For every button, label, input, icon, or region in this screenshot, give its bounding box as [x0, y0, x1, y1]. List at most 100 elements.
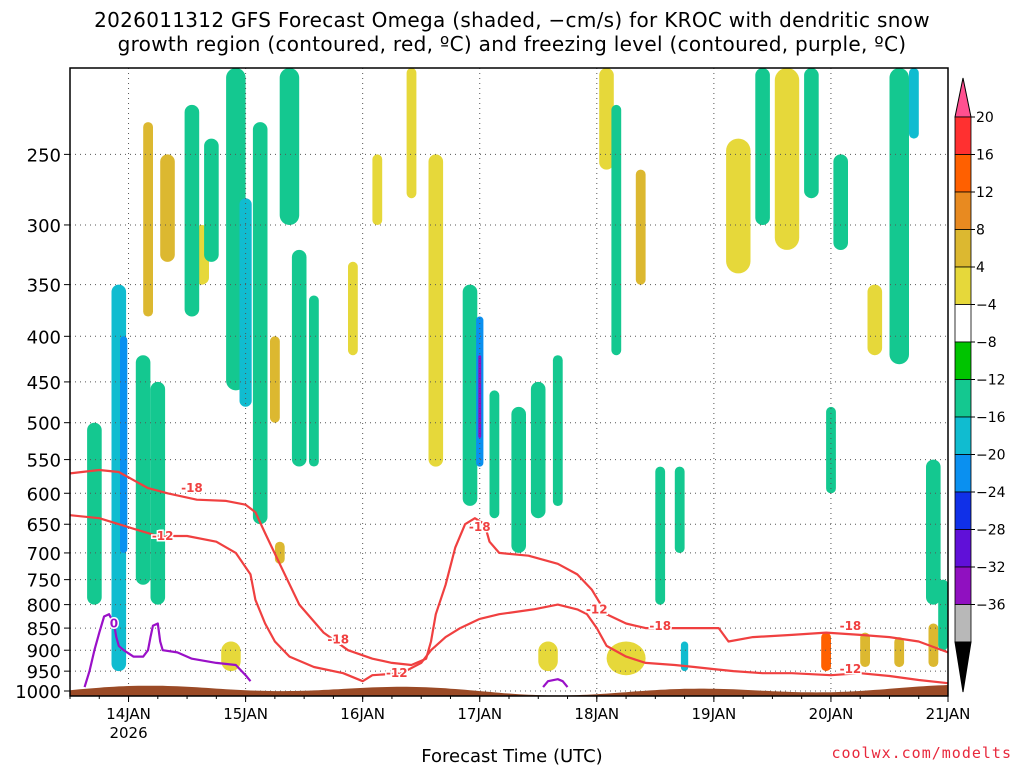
sinking-omega-band [755, 68, 770, 225]
sinking-omega-band [239, 198, 252, 407]
rising-omega-band [635, 169, 646, 285]
sinking-omega-band [184, 104, 200, 317]
colorbar-label: −28 [976, 523, 1006, 539]
colorbar-label: 12 [976, 185, 994, 201]
chart-title-line1: 2026011312 GFS Forecast Omega (shaded, −… [94, 8, 930, 32]
freezing-contour [542, 678, 569, 688]
sinking-omega-band [204, 138, 219, 262]
colorbar-segment [954, 266, 972, 305]
rising-omega-band [599, 68, 614, 170]
rising-omega-band [538, 641, 558, 672]
omega-shading [87, 68, 948, 676]
ground-terrain [70, 685, 948, 696]
y-tick-label: 450 [27, 373, 61, 394]
rising-omega-band [143, 122, 153, 317]
sinking-omega-band [833, 154, 848, 250]
rising-omega-band [372, 154, 383, 225]
y-tick-label: 800 [27, 596, 61, 617]
colorbar-segment [954, 341, 972, 380]
colorbar-segment [954, 116, 972, 155]
contours: -18 -12 -18 -12 -18 -12 -18 -18 -12 0 [69, 468, 949, 688]
dendritic-contour [69, 468, 949, 667]
colorbar-label: 8 [976, 223, 985, 239]
x-tick-year-label: 2026 [109, 724, 147, 742]
colorbar-segment [954, 154, 972, 193]
colorbar-segment [954, 379, 972, 418]
x-tick-label: 14JAN [106, 705, 151, 723]
y-tick-label: 950 [27, 662, 61, 683]
colorbar-segment [954, 304, 972, 343]
x-axis-label: Forecast Time (UTC) [421, 746, 603, 767]
sinking-omega-band [826, 406, 836, 494]
x-tick-label: 19JAN [691, 705, 736, 723]
colorbar: 20 16 12 8 4 −4 −8 −12 −16 −20 −24 −28 −32 −36 [954, 77, 1006, 693]
y-tick-label: 400 [27, 327, 61, 348]
y-tick-label: 650 [27, 515, 61, 536]
colorbar-label: −24 [976, 485, 1006, 501]
x-tick-label: 16JAN [340, 705, 385, 723]
sinking-omega-band [279, 68, 300, 225]
sinking-omega-band [804, 68, 819, 199]
rising-omega-band [774, 68, 800, 250]
sinking-omega-band [252, 122, 268, 525]
sinking-omega-band [489, 390, 500, 519]
colorbar-segment [954, 454, 972, 493]
x-tick-label: 21JAN [926, 705, 971, 723]
sinking-omega-band [889, 68, 909, 365]
sinking-omega-band [655, 466, 666, 605]
colorbar-segment [954, 191, 972, 230]
contour-label: -18 [469, 520, 491, 534]
sinking-omega-band [926, 459, 941, 605]
y-tick-label: 850 [27, 619, 61, 640]
contour-label: -18 [649, 619, 671, 633]
y-tick-label: 600 [27, 484, 61, 505]
colorbar-segment [954, 566, 972, 605]
rising-omega-band [160, 154, 175, 262]
contour-label: -12 [152, 529, 174, 543]
sinking-omega-band [674, 466, 685, 553]
contour-label: 0 [110, 617, 118, 631]
rising-omega-band [928, 623, 939, 667]
sinking-omega-band [309, 295, 319, 467]
sinking-omega-band [150, 381, 166, 605]
sinking-omega-band [611, 104, 622, 356]
rising-omega-band [428, 154, 444, 467]
sinking-omega-band [87, 422, 102, 605]
y-axis: 2503003504004505005506006507007508008509… [15, 145, 70, 703]
x-tick-label: 15JAN [223, 705, 268, 723]
colorbar-label: −32 [976, 560, 1006, 576]
rising-omega-band [726, 138, 751, 274]
colorbar-top-arrow [954, 77, 972, 118]
sinking-omega-band [462, 284, 478, 506]
colorbar-segment [954, 416, 972, 455]
rising-omega-band [821, 632, 831, 672]
contour-label: -12 [386, 666, 408, 680]
y-tick-label: 700 [27, 544, 61, 565]
contour-label: -18 [181, 481, 203, 495]
sinking-omega-band [511, 406, 526, 553]
chart-title-line2: growth region (contoured, red, ºC) and f… [117, 32, 907, 56]
colorbar-label: −36 [976, 598, 1006, 614]
rising-omega-band [270, 336, 280, 423]
colorbar-segment [954, 491, 972, 530]
rising-omega-band [406, 68, 417, 199]
freezing-contour [83, 613, 252, 688]
sinking-omega-band [909, 68, 919, 139]
sinking-omega-band [552, 355, 563, 506]
y-tick-label: 350 [27, 276, 61, 297]
colorbar-segment [954, 229, 972, 268]
rising-omega-band [867, 284, 883, 356]
rising-omega-band [606, 641, 646, 676]
colorbar-label: 16 [976, 148, 994, 164]
y-tick-label: 500 [27, 414, 61, 435]
y-tick-label: 900 [27, 641, 61, 662]
contour-label: -18 [840, 619, 862, 633]
contour-label: -18 [327, 632, 349, 646]
rising-omega-band [274, 541, 285, 564]
colorbar-label: 20 [976, 110, 994, 126]
credit-link[interactable]: coolwx.com/modelts [831, 744, 1012, 762]
sinking-omega-band [291, 249, 307, 467]
colorbar-label: −16 [976, 410, 1006, 426]
colorbar-bottom-arrow [954, 641, 972, 693]
